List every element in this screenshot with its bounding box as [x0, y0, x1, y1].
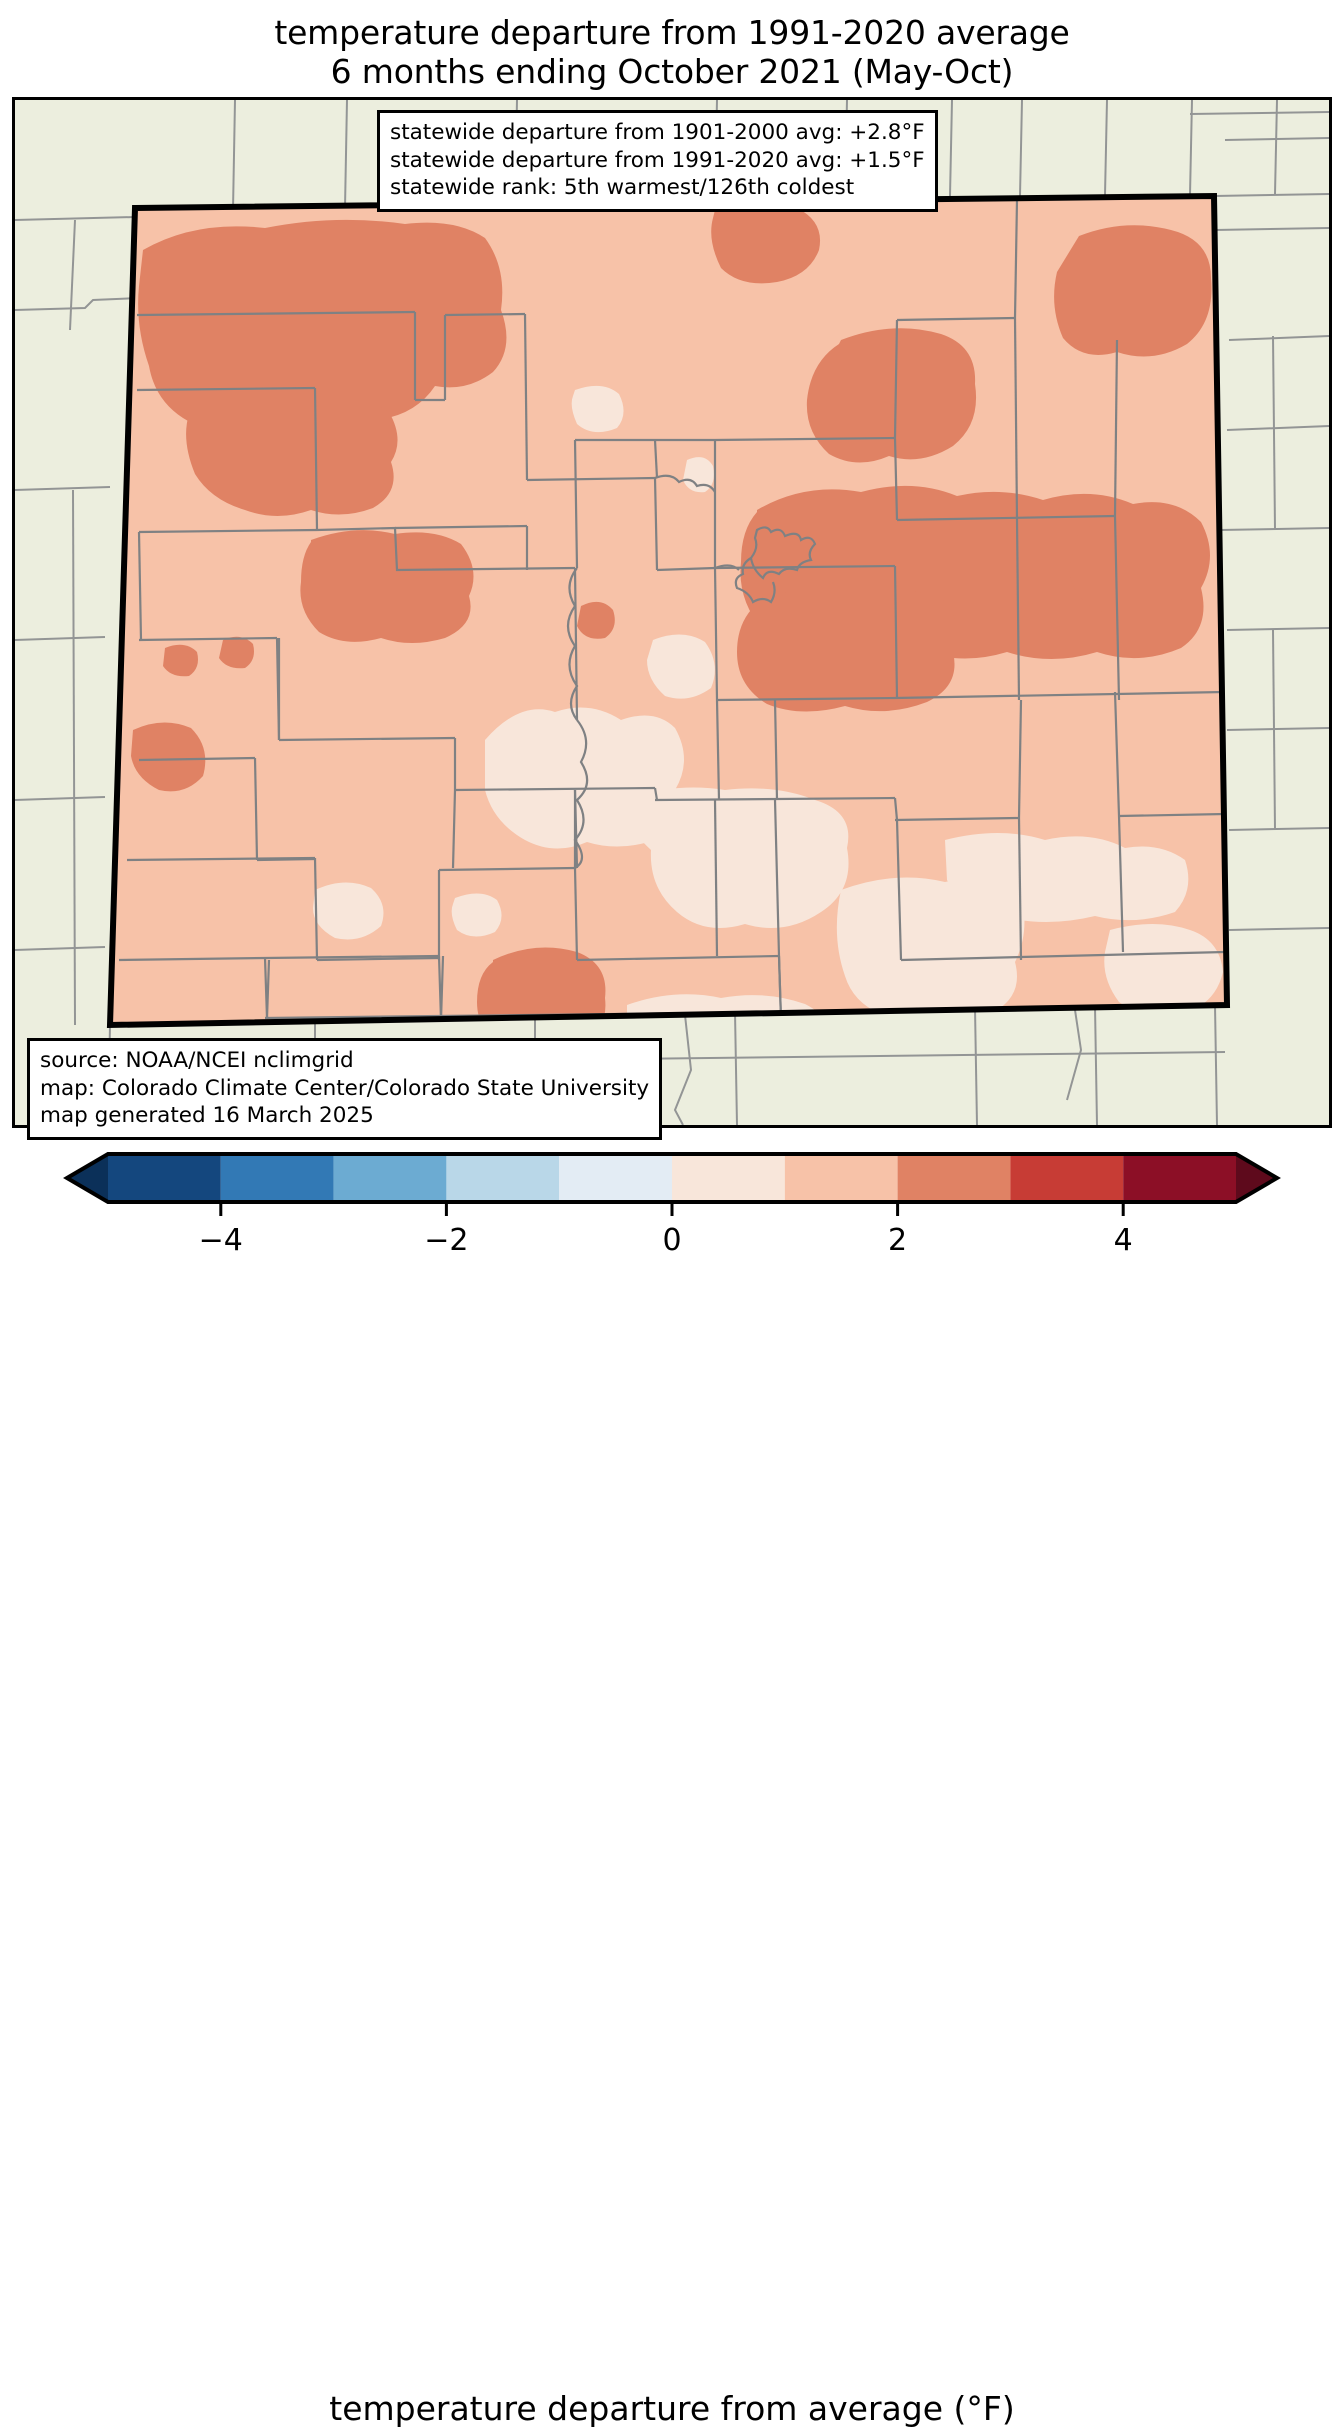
stats-line-1: statewide departure from 1901-2000 avg: …	[390, 120, 925, 145]
colorbar-segment-0-to-1	[672, 1154, 785, 1202]
colorbar-segments	[67, 1154, 1277, 1202]
colorbar-tick-label: −2	[424, 1223, 468, 1254]
colorbar-segment--2-to--1	[446, 1154, 560, 1202]
colorbar-over-arrow	[1236, 1154, 1277, 1202]
colorado-temperature-departure-map	[15, 100, 1329, 1125]
colorbar-segment--1-to-0	[559, 1154, 672, 1202]
contour-band-0-to-1	[313, 385, 1223, 1025]
source-line-2: map: Colorado Climate Center/Colorado St…	[40, 1075, 650, 1101]
colorbar-outline	[63, 1152, 1281, 1204]
stats-line-2: statewide departure from 1991-2020 avg: …	[390, 147, 925, 173]
temperature-contour-fill	[110, 196, 1227, 1025]
colorbar-segment--4-to--3	[220, 1154, 334, 1202]
colorbar-segment-2-to-3	[897, 1154, 1011, 1202]
colorbar-segment--5-to--4	[108, 1154, 221, 1202]
statewide-statistics-box: statewide departure from 1901-2000 avg: …	[377, 110, 938, 212]
title-line-1: temperature departure from 1991-2020 ave…	[274, 13, 1070, 52]
source-line-1: source: NOAA/NCEI nclimgrid	[40, 1048, 354, 1073]
colorbar-tick-label: −4	[199, 1223, 243, 1254]
map-canvas	[12, 97, 1332, 1128]
title-line-2: 6 months ending October 2021 (May-Oct)	[330, 51, 1014, 91]
stats-line-3: statewide rank: 5th warmest/126th coldes…	[390, 175, 855, 201]
colorbar: −4 −2 0 2 4 temperature departure from avera…	[0, 1146, 1344, 2428]
source-attribution-box: source: NOAA/NCEI nclimgrid map: Colorad…	[27, 1038, 663, 1140]
colorbar-ticks: −4 −2 0 2 4	[199, 1202, 1133, 1254]
colorbar-segment--3-to--2	[333, 1154, 447, 1202]
colorbar-segment-4-to-5	[1123, 1154, 1236, 1202]
colorbar-tick-label: 4	[1114, 1223, 1133, 1254]
colorbar-tick-label: 2	[888, 1223, 907, 1254]
colorbar-under-arrow	[67, 1154, 108, 1202]
colorbar-tick-label: 0	[662, 1223, 681, 1254]
colorbar-svg: −4 −2 0 2 4	[63, 1152, 1281, 1254]
colorbar-segment-3-to-4	[1010, 1154, 1124, 1202]
colorbar-axis-title: temperature departure from average (°F)	[329, 2389, 1015, 2428]
colorbar-segment-1-to-2	[784, 1154, 898, 1202]
source-line-3: map generated 16 March 2025	[40, 1103, 374, 1129]
page-title: temperature departure from 1991-2020 ave…	[0, 13, 1344, 92]
